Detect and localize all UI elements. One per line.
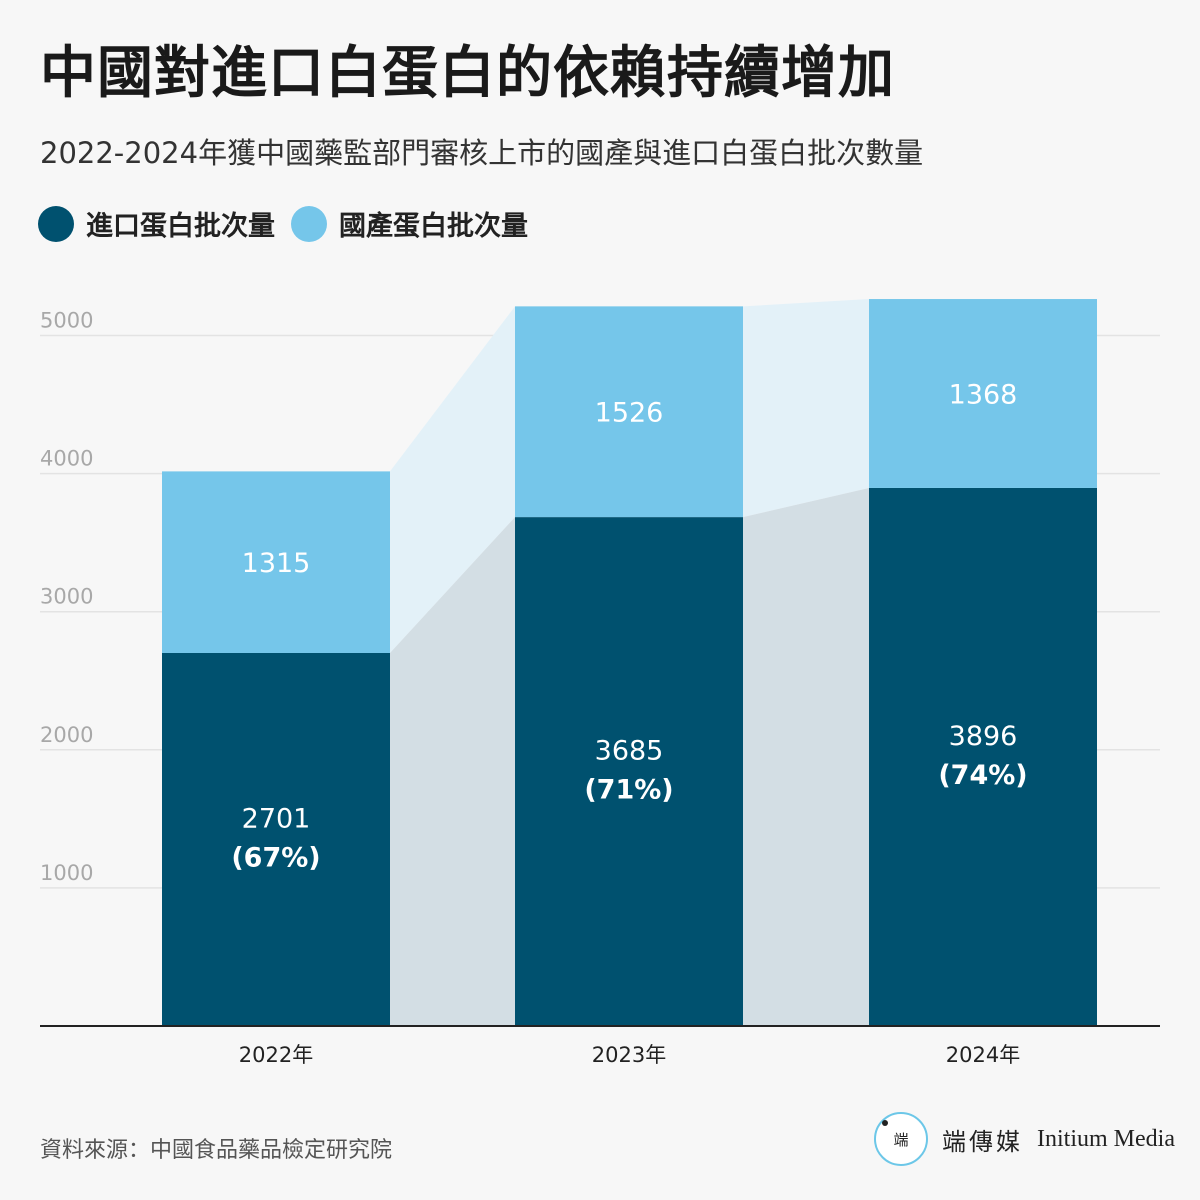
y-tick-label: 2000 — [40, 723, 93, 747]
data-label-imported-share: (74%) — [938, 760, 1027, 791]
legend-label-imported: 進口蛋白批次量 — [86, 211, 275, 242]
bar-imported — [515, 517, 743, 1026]
bar-domestic — [162, 471, 390, 653]
bar-imported — [162, 652, 390, 1026]
legend-swatch-imported — [38, 205, 74, 242]
brand-name-en: Initium Media — [1037, 1125, 1175, 1152]
brand-logo-icon: 端 — [874, 1112, 928, 1166]
x-tick-label: 2022年 — [239, 1043, 313, 1067]
data-label-domestic: 1315 — [242, 548, 311, 579]
legend-label-domestic: 國產蛋白批次量 — [339, 211, 528, 242]
y-tick-label: 1000 — [40, 861, 93, 885]
y-tick-label: 3000 — [40, 585, 93, 609]
legend-swatch-domestic — [291, 205, 327, 242]
connector-band-imported — [390, 517, 515, 1026]
chart-subtitle: 2022-2024年獲中國藥監部門審核上市的國產與進口白蛋白批次數量 — [40, 136, 924, 170]
bar-domestic — [515, 306, 743, 518]
bar-imported — [869, 487, 1097, 1026]
data-label-imported-share: (71%) — [584, 775, 673, 806]
chart-title: 中國對進口白蛋白的依賴持續增加 — [40, 41, 895, 106]
y-tick-label: 5000 — [40, 309, 93, 333]
data-label-domestic: 1526 — [595, 398, 664, 429]
legend-item-imported: 進口蛋白批次量 — [38, 204, 275, 243]
connector-band-imported — [743, 487, 869, 1026]
brand-logo-text: 端 — [893, 1130, 909, 1149]
legend: 進口蛋白批次量 國產蛋白批次量 — [38, 204, 528, 243]
x-tick-label: 2024年 — [946, 1043, 1020, 1067]
data-label-imported: 3685 — [595, 736, 664, 767]
data-label-domestic: 1368 — [949, 380, 1018, 411]
brand: 端 端傳媒 Initium Media — [874, 1112, 1175, 1166]
x-tick-label: 2023年 — [592, 1043, 666, 1067]
brand-name-zh: 端傳媒 — [942, 1127, 1023, 1156]
legend-item-domestic: 國產蛋白批次量 — [291, 204, 528, 243]
bar-domestic — [869, 299, 1097, 488]
connector-band-domestic — [743, 299, 869, 518]
source-note: 資料來源：中國食品藥品檢定研究院 — [40, 1138, 393, 1163]
data-label-imported: 2701 — [242, 803, 311, 834]
data-label-imported: 3896 — [949, 721, 1018, 752]
stacked-bar-chart: 1000 2000 3000 4000 5000 2701 (67%) 1315 2022年 36… — [40, 299, 1160, 1067]
data-label-imported-share: (67%) — [231, 842, 320, 873]
brand-logo-dot — [882, 1120, 888, 1126]
connector-band-domestic — [390, 306, 515, 653]
y-tick-label: 4000 — [40, 447, 93, 471]
